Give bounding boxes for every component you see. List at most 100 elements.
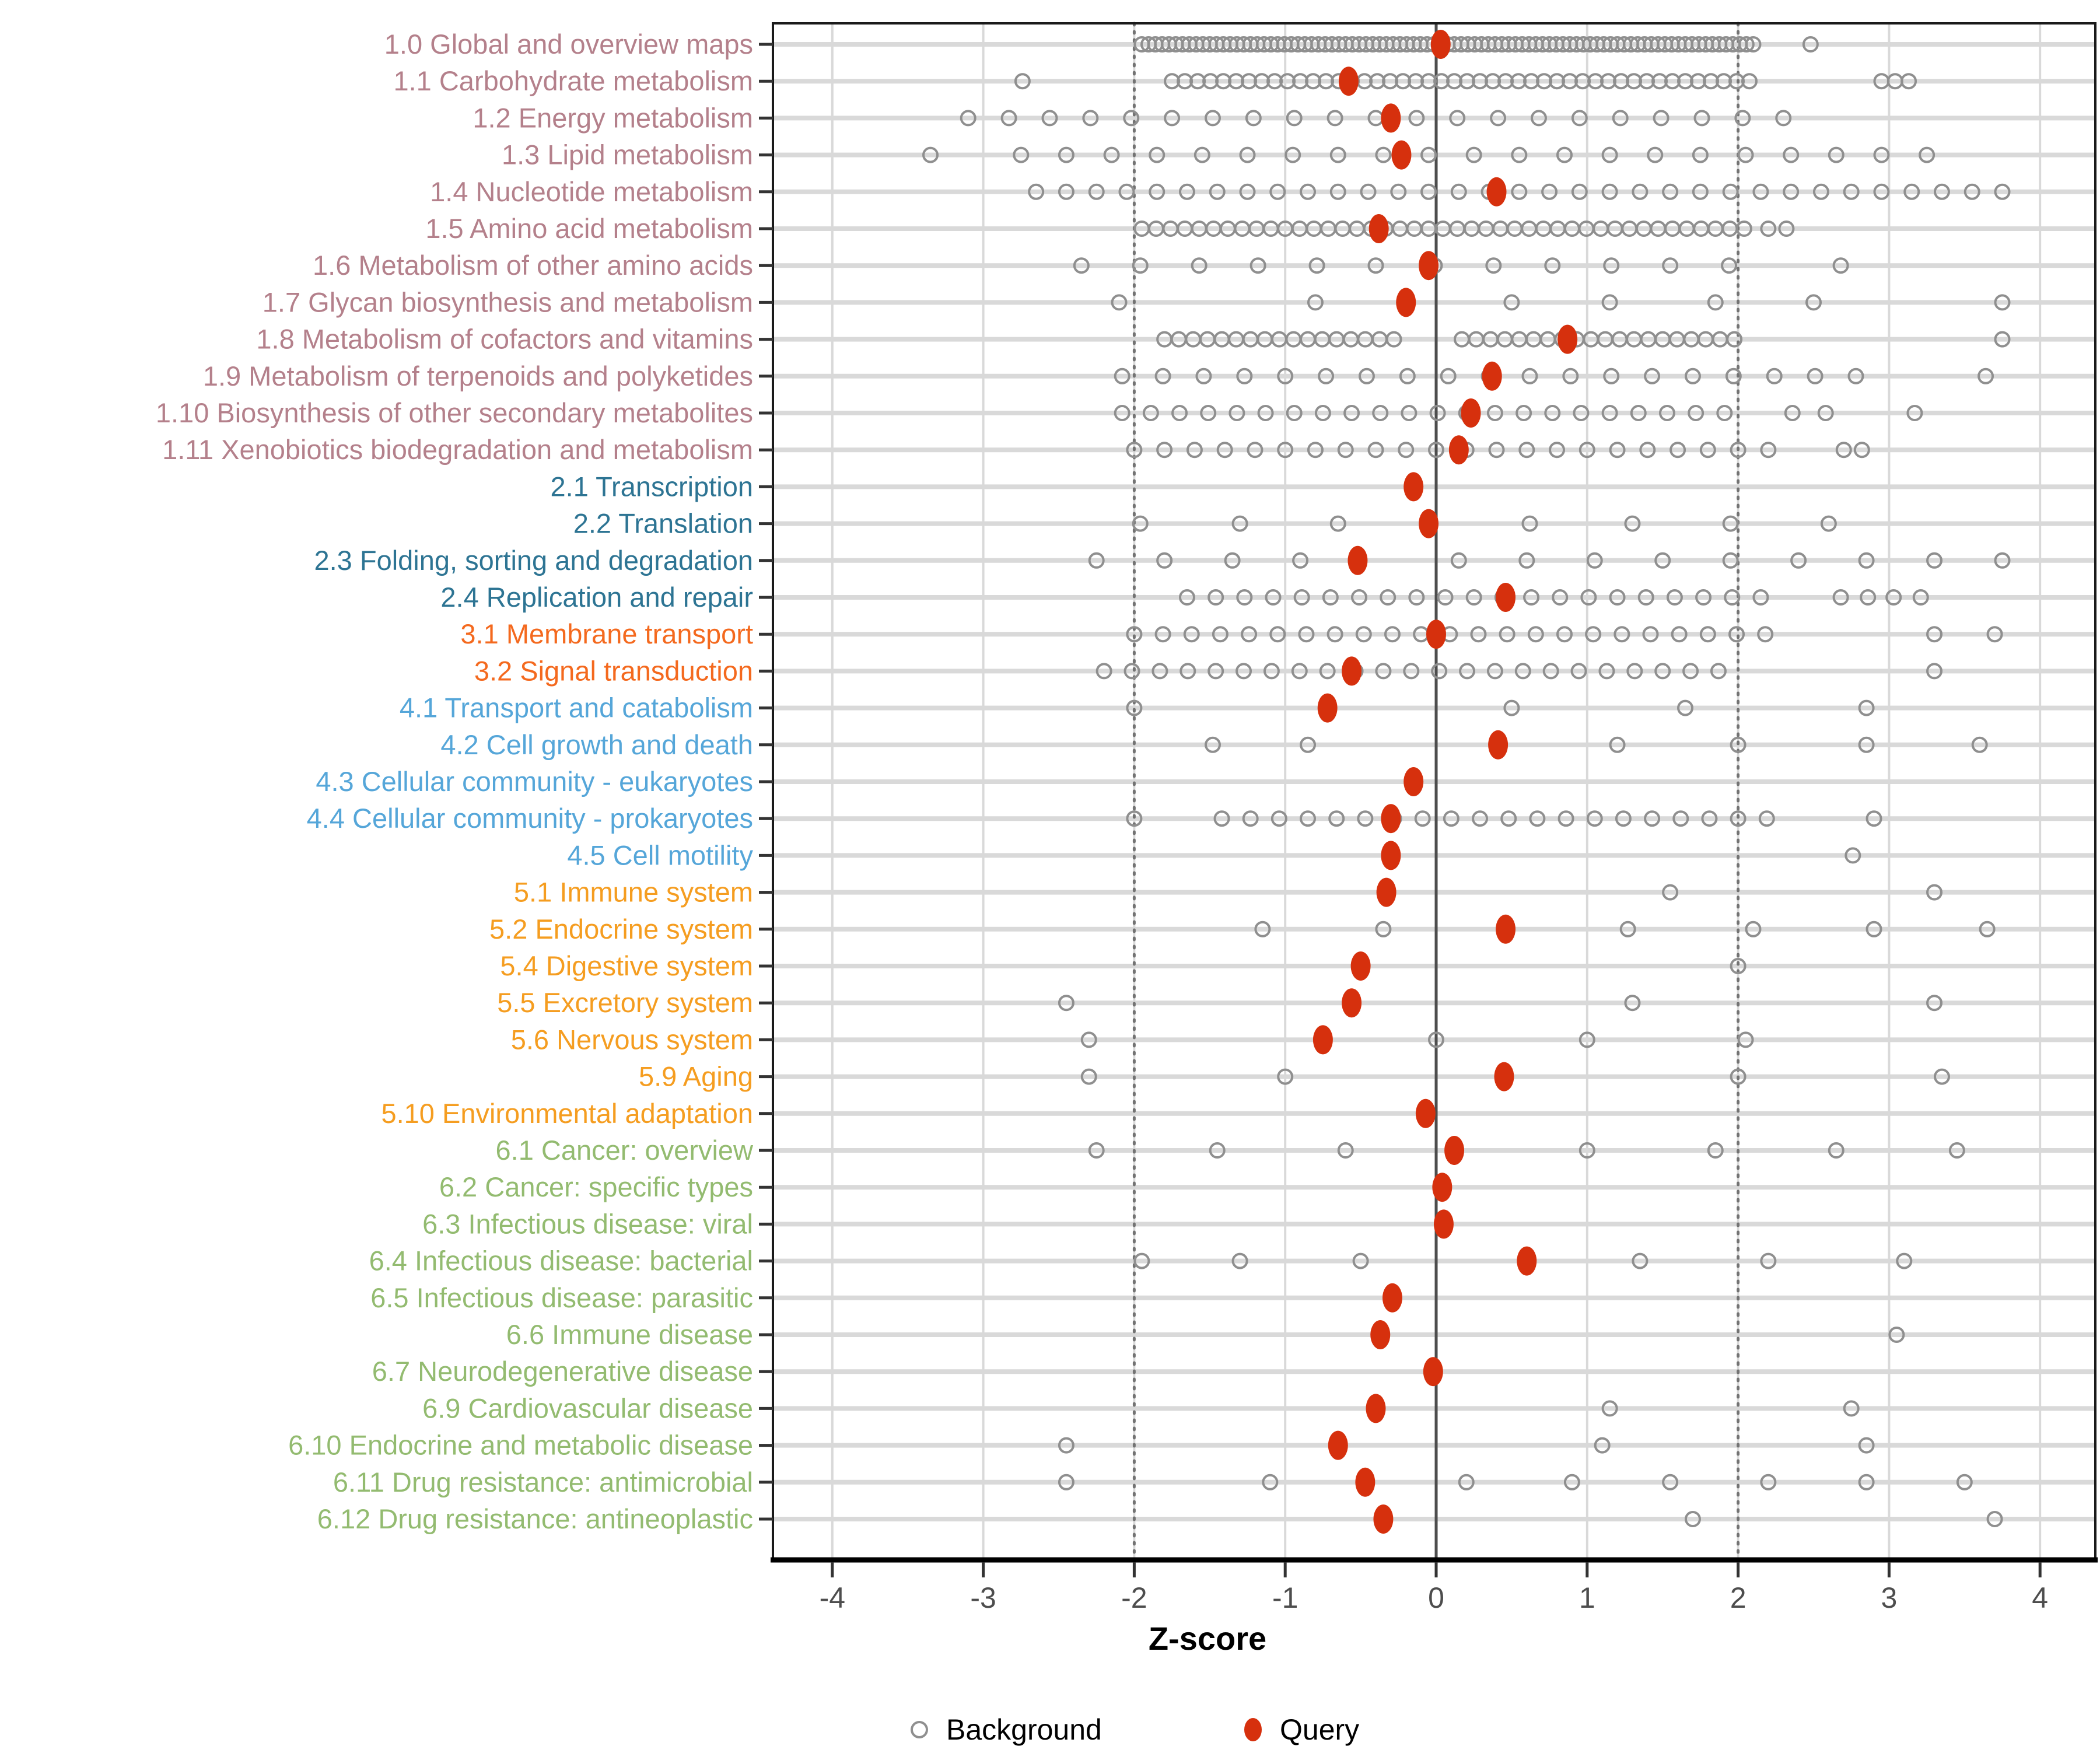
x-axis-ticks: -4 -3 -2 -1 0 1 2 3 4 bbox=[820, 1562, 2048, 1614]
background-point bbox=[1737, 1031, 1754, 1048]
background-point bbox=[1490, 110, 1507, 127]
background-point bbox=[1647, 146, 1664, 163]
background-point bbox=[1375, 663, 1392, 680]
background-point bbox=[1096, 663, 1112, 680]
background-point bbox=[1784, 405, 1801, 421]
background-point bbox=[1654, 663, 1671, 680]
background-point bbox=[1257, 405, 1274, 421]
category-label: 3.2 Signal transduction bbox=[474, 655, 753, 686]
background-point bbox=[1266, 73, 1283, 90]
background-point bbox=[1692, 183, 1709, 200]
background-point bbox=[1149, 146, 1166, 163]
background-point bbox=[1028, 183, 1045, 200]
background-point bbox=[1738, 36, 1755, 53]
background-point bbox=[1408, 110, 1425, 127]
background-point bbox=[1722, 552, 1739, 569]
background-point bbox=[1286, 405, 1303, 421]
background-point bbox=[1858, 1474, 1875, 1490]
background-point bbox=[1601, 294, 1618, 311]
background-point bbox=[1926, 884, 1943, 901]
background-point bbox=[1180, 663, 1196, 680]
background-point bbox=[1382, 73, 1399, 90]
background-point bbox=[1337, 1142, 1354, 1159]
query-point bbox=[1391, 140, 1412, 170]
background-point bbox=[1058, 995, 1074, 1012]
background-point bbox=[1580, 589, 1597, 606]
background-point bbox=[1209, 183, 1226, 200]
category-label: 4.2 Cell growth and death bbox=[440, 729, 753, 760]
background-point bbox=[1701, 810, 1718, 827]
background-point bbox=[922, 146, 939, 163]
background-point bbox=[1741, 73, 1758, 90]
background-point bbox=[1948, 1142, 1965, 1159]
background-point bbox=[1307, 442, 1324, 459]
background-point bbox=[1472, 73, 1489, 90]
background-point bbox=[1722, 515, 1739, 532]
background-point bbox=[1459, 663, 1476, 680]
background-point bbox=[1586, 552, 1603, 569]
background-point bbox=[1186, 442, 1203, 459]
query-point bbox=[1496, 914, 1516, 944]
background-point bbox=[1178, 183, 1195, 200]
background-point bbox=[1658, 405, 1675, 421]
background-point bbox=[1518, 442, 1535, 459]
background-point bbox=[1817, 405, 1834, 421]
x-tick-label: 3 bbox=[1881, 1581, 1897, 1614]
category-label: 1.11 Xenobiotics biodegradation and meta… bbox=[162, 434, 753, 465]
background-point bbox=[1384, 626, 1401, 643]
background-point bbox=[1926, 626, 1943, 643]
background-point bbox=[1563, 1474, 1580, 1490]
background-point bbox=[1307, 294, 1324, 311]
background-point bbox=[1523, 589, 1540, 606]
background-point bbox=[1832, 589, 1849, 606]
background-point bbox=[1544, 405, 1561, 421]
background-point bbox=[1542, 663, 1559, 680]
x-tick-label: 0 bbox=[1428, 1581, 1444, 1614]
background-point bbox=[1254, 73, 1270, 90]
legend-query-icon bbox=[1244, 1718, 1262, 1741]
background-point bbox=[1239, 183, 1256, 200]
background-point bbox=[1328, 810, 1345, 827]
query-point bbox=[1404, 472, 1424, 502]
category-label: 6.5 Infectious disease: parasitic bbox=[370, 1282, 753, 1313]
background-point bbox=[1521, 515, 1538, 532]
background-point bbox=[1570, 663, 1587, 680]
background-point bbox=[1132, 515, 1149, 532]
background-point bbox=[1208, 589, 1224, 606]
background-point bbox=[1912, 589, 1929, 606]
background-point bbox=[1458, 1474, 1475, 1490]
background-point bbox=[1956, 1474, 1973, 1490]
query-point bbox=[1430, 30, 1451, 59]
background-point bbox=[1653, 110, 1670, 127]
background-point bbox=[1375, 146, 1392, 163]
background-point bbox=[1204, 736, 1221, 753]
background-point bbox=[1080, 1068, 1097, 1085]
background-point bbox=[1428, 442, 1444, 459]
background-point bbox=[1358, 368, 1375, 384]
background-point bbox=[1429, 405, 1446, 421]
background-point bbox=[1111, 294, 1128, 311]
background-point bbox=[1757, 626, 1774, 643]
query-point bbox=[1317, 693, 1338, 723]
x-tick-label: -2 bbox=[1121, 1581, 1147, 1614]
background-point bbox=[1265, 589, 1282, 606]
background-point bbox=[1518, 552, 1535, 569]
background-point bbox=[1994, 294, 2011, 311]
background-point bbox=[1609, 442, 1626, 459]
background-point bbox=[1926, 995, 1943, 1012]
background-point bbox=[1228, 405, 1245, 421]
background-point bbox=[1866, 921, 1882, 937]
background-point bbox=[1745, 921, 1762, 937]
background-point bbox=[1521, 368, 1538, 384]
background-point bbox=[1209, 1142, 1226, 1159]
category-label: 6.7 Neurodegenerative disease bbox=[372, 1356, 753, 1387]
background-point bbox=[1369, 73, 1386, 90]
background-point bbox=[1933, 183, 1950, 200]
background-point bbox=[1644, 368, 1661, 384]
background-point bbox=[1329, 515, 1346, 532]
background-point bbox=[1979, 921, 1996, 937]
background-point bbox=[1514, 663, 1531, 680]
background-point bbox=[1760, 1252, 1777, 1269]
background-point bbox=[1562, 73, 1578, 90]
background-point bbox=[1399, 368, 1416, 384]
